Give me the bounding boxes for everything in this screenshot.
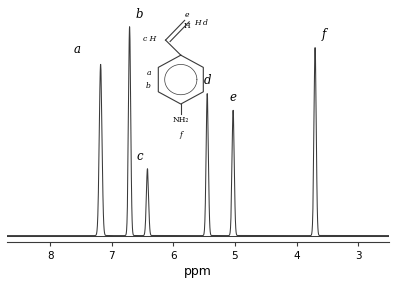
Text: NH₂: NH₂ bbox=[173, 116, 189, 124]
Text: H d: H d bbox=[194, 19, 208, 27]
Text: e: e bbox=[230, 91, 237, 104]
Text: H: H bbox=[183, 22, 190, 30]
Text: d: d bbox=[204, 74, 211, 87]
Text: b: b bbox=[135, 7, 143, 21]
Text: a: a bbox=[147, 69, 151, 77]
X-axis label: ppm: ppm bbox=[184, 265, 212, 278]
Text: c: c bbox=[136, 150, 143, 162]
Text: c H: c H bbox=[143, 35, 156, 43]
Text: f: f bbox=[179, 131, 182, 139]
Text: a: a bbox=[74, 43, 81, 56]
Text: b: b bbox=[146, 82, 151, 90]
Text: e: e bbox=[184, 11, 189, 19]
Text: f: f bbox=[322, 28, 327, 41]
